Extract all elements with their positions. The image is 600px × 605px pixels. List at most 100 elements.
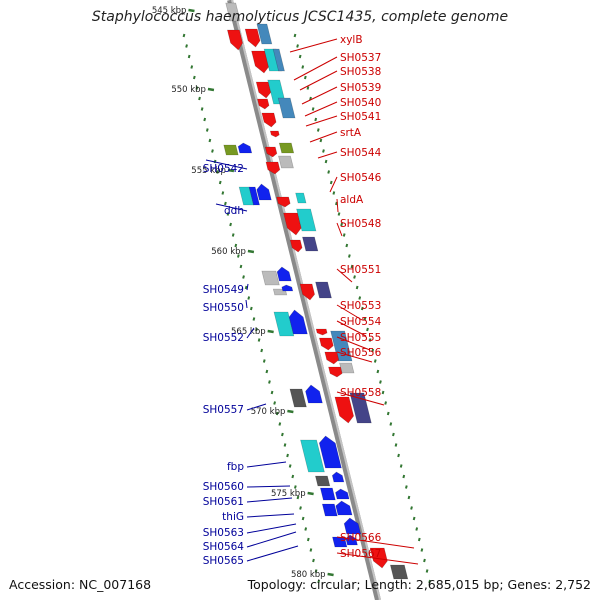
gene-block-reverse	[273, 311, 295, 337]
gene-label-right: SH0539	[301, 82, 381, 105]
guide-dot	[275, 411, 279, 416]
gene-label-right: srtA	[309, 127, 362, 143]
gene-block-forward	[296, 208, 317, 232]
gene-block-forward	[276, 196, 291, 208]
gene-name-thiG: thiG	[222, 511, 244, 523]
gene-block-forward	[328, 366, 343, 378]
gene-name-SH0553: SH0553	[340, 300, 381, 312]
gene-block-forward	[277, 97, 296, 119]
guide-dot	[255, 327, 258, 332]
guide-dot	[299, 506, 302, 510]
gene-block-forward	[330, 330, 353, 362]
right-guide-line	[293, 33, 432, 584]
guide-dot	[257, 338, 261, 342]
leader-line	[299, 70, 338, 91]
ruler-tick	[307, 491, 314, 496]
gene-block-reverse	[315, 475, 331, 487]
gene-block-reverse	[321, 503, 338, 517]
gene-label-right: SH0554	[336, 316, 382, 337]
guide-dot	[198, 96, 201, 101]
guide-dot	[192, 75, 196, 80]
map-title: Staphylococcus haemolyticus JCSC1435, co…	[91, 9, 509, 25]
guide-dot	[423, 558, 426, 563]
leader-line	[336, 552, 419, 565]
ruler-mark: 580 kbp	[291, 570, 334, 580]
gene-name-SH0566: SH0566	[340, 532, 382, 544]
gene-name-SH0567: SH0567	[340, 548, 381, 560]
leader-line	[246, 523, 297, 534]
gene-label-right: SH0558	[336, 387, 385, 406]
guide-dot	[208, 138, 212, 143]
guide-dot	[311, 107, 315, 111]
leader-line	[336, 198, 339, 213]
gene-block-forward	[334, 396, 354, 424]
leader-line	[205, 159, 248, 170]
gene-name-srtA: srtA	[340, 127, 362, 139]
ruler-label: 550 kbp	[171, 85, 206, 95]
guide-dot	[242, 275, 245, 279]
guide-dot	[335, 201, 338, 206]
gene-label-right: SH0537	[293, 52, 381, 81]
gene-name-fbp: fbp	[227, 461, 244, 473]
guide-dot	[224, 201, 227, 206]
guide-dot	[218, 180, 222, 185]
gene-label-left: ddh	[215, 203, 248, 217]
gene-label-left: SH0563	[203, 523, 297, 539]
guide-dot	[379, 380, 382, 384]
gene-name-SH0541: SH0541	[340, 111, 381, 123]
guide-dot	[291, 474, 295, 479]
gene-block-forward	[265, 161, 281, 175]
guide-dot	[301, 65, 305, 69]
gene-name-aldA: aldA	[340, 194, 364, 206]
guide-dot	[337, 212, 341, 216]
gene-label-right: SH0551	[336, 264, 381, 283]
ruler-tick	[287, 409, 294, 414]
guide-dot	[332, 191, 336, 195]
guide-dot	[348, 254, 351, 258]
guide-dot	[319, 138, 323, 143]
ruler-label: 565 kbp	[231, 327, 266, 337]
gene-block-reverse	[318, 435, 342, 469]
ruler-mark: 575 kbp	[271, 489, 314, 499]
gene-name-SH0558: SH0558	[340, 387, 381, 399]
leader-line	[301, 86, 338, 105]
gene-block-forward	[278, 155, 294, 169]
gene-block-reverse	[281, 284, 294, 292]
ruler-tick	[207, 87, 215, 92]
guide-dot	[278, 422, 282, 426]
gene-label-right: SH0544	[317, 147, 382, 159]
gene-block-reverse	[227, 29, 243, 51]
guide-dot	[286, 453, 289, 458]
leader-line	[336, 268, 353, 283]
gene-block-reverse	[300, 439, 325, 473]
leader-line	[246, 461, 287, 468]
ruler-tick	[227, 168, 235, 173]
gene-label-left: SH0565	[203, 545, 299, 567]
gene-block-forward	[299, 283, 315, 301]
guide-dot	[316, 128, 320, 132]
guide-dot	[301, 516, 305, 521]
leader-line	[246, 513, 295, 518]
guide-dot	[195, 86, 199, 90]
guide-dot	[384, 401, 388, 405]
guide-dot	[350, 264, 354, 269]
guide-dot	[373, 359, 377, 363]
gene-block-forward	[302, 236, 319, 252]
guide-dot	[358, 296, 362, 300]
gene-block-forward	[272, 48, 285, 72]
gene-block-reverse	[223, 144, 239, 156]
gene-label-left: SH0564	[203, 531, 297, 553]
guide-dot	[185, 44, 188, 48]
leader-line	[336, 304, 363, 321]
guide-dot	[221, 191, 225, 195]
leader-line	[246, 531, 297, 548]
gene-label-right: SH0553	[336, 300, 381, 321]
leader-line	[329, 176, 338, 193]
leader-line	[293, 56, 338, 81]
gene-block-forward	[318, 337, 334, 351]
guide-dot	[363, 317, 367, 321]
gene-name-SH0537: SH0537	[340, 52, 381, 64]
guide-dot	[304, 527, 308, 531]
gene-block-reverse	[319, 487, 336, 501]
leader-line	[309, 131, 338, 143]
